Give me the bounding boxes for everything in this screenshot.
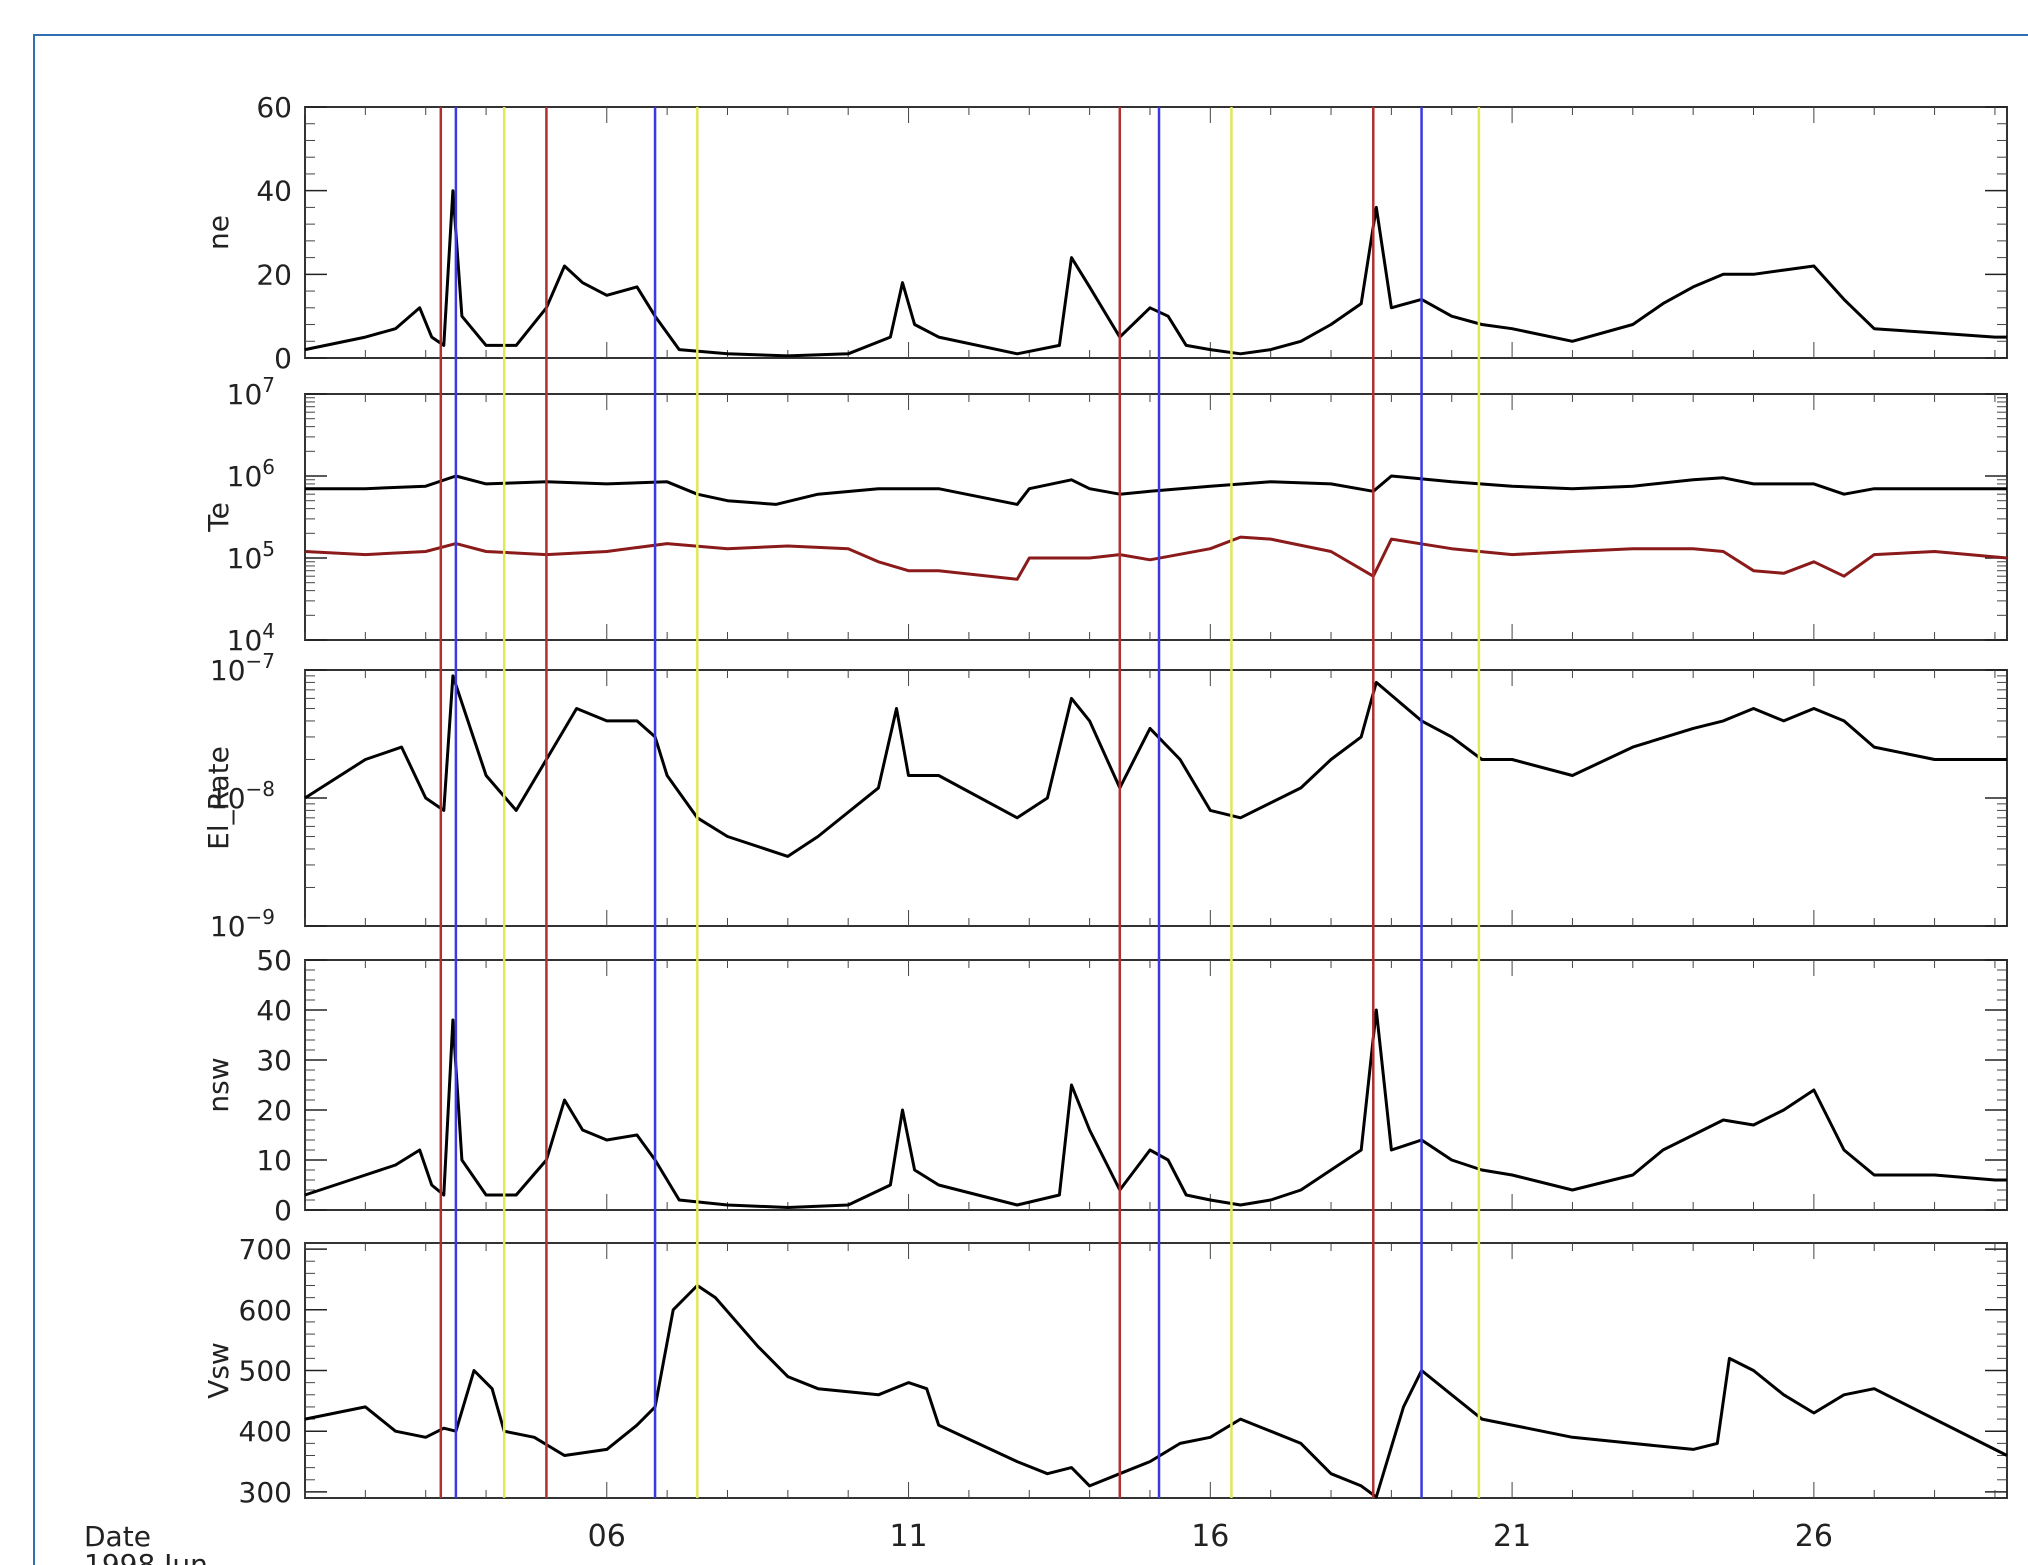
panel-frame-Te: [304, 393, 2008, 641]
series-line-Vsw-0: [304, 1284, 2008, 1499]
y-tick-label-ne: 0: [274, 342, 292, 375]
y-axis-label-ne: ne: [202, 215, 235, 250]
x-tick-label: 16: [1191, 1519, 1229, 1554]
series-line-Te-0: [305, 474, 2007, 506]
y-tick-label-nsw: 10: [256, 1144, 292, 1177]
x-tick-label: 26: [1795, 1519, 1833, 1554]
panel-frame-ne: [304, 106, 2008, 359]
x-tick-label: 21: [1493, 1519, 1531, 1554]
y-tick-exponent: 5: [262, 537, 275, 561]
y-tick-exponent: 4: [262, 619, 275, 643]
y-tick-label-Te: 105: [227, 537, 275, 575]
y-tick-label-nsw: 30: [256, 1044, 292, 1077]
series-line-ne-0: [304, 189, 2007, 358]
y-axis-label-El_Rate: El_Rate: [202, 746, 235, 850]
panel-nsw: 0 10 20 30 40 50 nsw: [202, 944, 2008, 1227]
y-tick-label-Vsw: 600: [239, 1294, 292, 1327]
y-tick-label-Te: 107: [227, 373, 275, 411]
y-tick-exponent: −8: [246, 777, 275, 801]
plot-frame: [33, 34, 2028, 1565]
y-tick-exponent: −9: [246, 905, 275, 929]
x-axis-label-month: 1998 Jun: [84, 1548, 208, 1565]
y-axis-label-Vsw: Vsw: [202, 1342, 235, 1399]
y-tick-label-Vsw: 300: [239, 1476, 292, 1509]
y-axis-label-Te: Te: [202, 502, 235, 533]
panel-frame-nsw: [304, 959, 2008, 1211]
y-axis-label-nsw: nsw: [202, 1057, 235, 1112]
y-tick-exponent: 6: [262, 455, 275, 479]
y-tick-label-El_Rate: 10−8: [210, 777, 275, 815]
y-tick-label-nsw: 20: [256, 1094, 292, 1127]
series-line-El_Rate-0: [304, 674, 2007, 858]
y-tick-label-ne: 60: [256, 91, 292, 124]
y-tick-label-ne: 20: [256, 258, 292, 291]
y-tick-label-El_Rate: 10−9: [210, 905, 275, 943]
y-tick-label-El_Rate: 10−7: [210, 649, 275, 687]
series-line-Te-1: [304, 535, 2008, 581]
panel-Vsw: 300 400 500 600 700 Vsw: [202, 1233, 2008, 1509]
y-tick-label-nsw: 0: [274, 1194, 292, 1227]
x-tick-label: 06: [588, 1519, 626, 1554]
x-tick-label: 11: [889, 1519, 927, 1554]
y-tick-label-Vsw: 700: [239, 1233, 292, 1266]
y-tick-exponent: −7: [246, 649, 275, 673]
panel-ne: 0 20 40 60 ne: [202, 91, 2008, 375]
y-tick-label-nsw: 40: [256, 994, 292, 1027]
y-tick-exponent: 7: [262, 373, 275, 397]
y-tick-label-nsw: 50: [256, 944, 292, 977]
panel-El_Rate: 10−9 10−8 10−7 El_Rate: [202, 649, 2008, 943]
series-line-nsw-0: [304, 1008, 2007, 1209]
y-tick-label-Vsw: 500: [239, 1355, 292, 1388]
y-tick-label-ne: 40: [256, 175, 292, 208]
y-tick-label-Vsw: 400: [239, 1415, 292, 1448]
x-axis-label-date: Date: [84, 1520, 151, 1553]
y-tick-label-Te: 106: [227, 455, 275, 493]
